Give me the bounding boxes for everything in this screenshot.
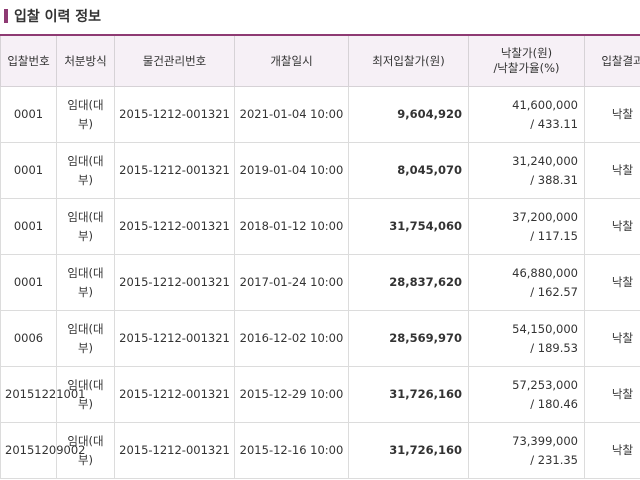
- cell-bid-no: 0001: [0, 198, 57, 255]
- header-min-price: 최저입찰가(원): [348, 34, 469, 87]
- header-disposal: 처분방식: [56, 34, 115, 87]
- cell-disposal: 임대(대부): [56, 142, 115, 199]
- table-row: 0001 임대(대부) 2015-1212-001321 2017-01-24 10:…: [0, 254, 640, 311]
- cell-disposal: 임대(대부): [56, 254, 115, 311]
- win-rate-value: / 189.53: [530, 340, 578, 355]
- table-row: 20151209002 임대(대부) 2015-1212-001321 2015-12…: [0, 422, 640, 479]
- cell-open-date: 2015-12-16 10:00: [234, 422, 349, 479]
- header-win-price-line2: /낙찰가율(%): [493, 61, 560, 75]
- cell-open-date: 2015-12-29 10:00: [234, 366, 349, 423]
- cell-item-no: 2015-1212-001321: [114, 422, 235, 479]
- cell-disposal: 임대(대부): [56, 366, 115, 423]
- win-rate-value: / 117.15: [530, 228, 578, 243]
- cell-min-price: 8,045,070: [348, 142, 469, 199]
- cell-open-date: 2021-01-04 10:00: [234, 86, 349, 143]
- header-win-price-line1: 낙찰가(원): [500, 46, 553, 60]
- cell-result: 낙찰: [584, 310, 640, 367]
- cell-disposal: 임대(대부): [56, 422, 115, 479]
- header-open-date: 개찰일시: [234, 34, 349, 87]
- header-bid-no: 입찰번호: [0, 34, 57, 87]
- cell-win-price: 54,150,000 / 189.53: [468, 310, 585, 367]
- cell-bid-no: 20151221001: [0, 366, 85, 423]
- win-rate-value: / 231.35: [530, 452, 578, 467]
- cell-min-price: 31,726,160: [348, 422, 469, 479]
- cell-open-date: 2017-01-24 10:00: [234, 254, 349, 311]
- header-win-price: 낙찰가(원) /낙찰가율(%): [468, 34, 585, 87]
- cell-open-date: 2018-01-12 10:00: [234, 198, 349, 255]
- header-result: 입찰결과: [584, 34, 640, 87]
- win-price-value: 41,600,000: [512, 97, 578, 112]
- section-title: 입찰 이력 정보: [14, 9, 102, 25]
- win-price-value: 31,240,000: [512, 153, 578, 168]
- cell-bid-no: 0001: [0, 142, 57, 199]
- cell-item-no: 2015-1212-001321: [114, 366, 235, 423]
- cell-min-price: 31,754,060: [348, 198, 469, 255]
- cell-disposal: 임대(대부): [56, 310, 115, 367]
- win-rate-value: / 388.31: [530, 172, 578, 187]
- bid-history-table-wrap: 입찰번호 처분방식 물건관리번호 개찰일시 최저입찰가(원) 낙찰가(원) /낙…: [0, 34, 640, 480]
- win-price-value: 37,200,000: [512, 209, 578, 224]
- cell-result: 낙찰: [584, 254, 640, 311]
- cell-bid-no: 0001: [0, 254, 57, 311]
- cell-win-price: 73,399,000 / 231.35: [468, 422, 585, 479]
- table-body: 0001 임대(대부) 2015-1212-001321 2021-01-04 10:…: [0, 86, 640, 479]
- cell-result: 낙찰: [584, 142, 640, 199]
- cell-win-price: 37,200,000 / 117.15: [468, 198, 585, 255]
- cell-win-price: 41,600,000 / 433.11: [468, 86, 585, 143]
- cell-open-date: 2019-01-04 10:00: [234, 142, 349, 199]
- cell-disposal: 임대(대부): [56, 198, 115, 255]
- cell-item-no: 2015-1212-001321: [114, 310, 235, 367]
- table-row: 0001 임대(대부) 2015-1212-001321 2021-01-04 10:…: [0, 86, 640, 143]
- table-row: 0006 임대(대부) 2015-1212-001321 2016-12-02 10:…: [0, 310, 640, 367]
- table-row: 0001 임대(대부) 2015-1212-001321 2019-01-04 10:…: [0, 142, 640, 199]
- cell-min-price: 9,604,920: [348, 86, 469, 143]
- cell-result: 낙찰: [584, 366, 640, 423]
- cell-min-price: 28,837,620: [348, 254, 469, 311]
- cell-result: 낙찰: [584, 422, 640, 479]
- win-rate-value: / 433.11: [530, 116, 578, 131]
- table-row: 0001 임대(대부) 2015-1212-001321 2018-01-12 10:…: [0, 198, 640, 255]
- win-price-value: 57,253,000: [512, 377, 578, 392]
- cell-win-price: 31,240,000 / 388.31: [468, 142, 585, 199]
- header-item-no: 물건관리번호: [114, 34, 235, 87]
- win-price-value: 46,880,000: [512, 265, 578, 280]
- cell-disposal: 임대(대부): [56, 86, 115, 143]
- cell-open-date: 2016-12-02 10:00: [234, 310, 349, 367]
- cell-result: 낙찰: [584, 198, 640, 255]
- table-row: 20151221001 임대(대부) 2015-1212-001321 2015-12…: [0, 366, 640, 423]
- title-marker-bar: [4, 9, 8, 23]
- win-rate-value: / 180.46: [530, 396, 578, 411]
- bid-history-table: 입찰번호 처분방식 물건관리번호 개찰일시 최저입찰가(원) 낙찰가(원) /낙…: [0, 34, 640, 479]
- cell-min-price: 31,726,160: [348, 366, 469, 423]
- cell-item-no: 2015-1212-001321: [114, 198, 235, 255]
- cell-item-no: 2015-1212-001321: [114, 86, 235, 143]
- section-header: 입찰 이력 정보: [4, 6, 101, 26]
- cell-min-price: 28,569,970: [348, 310, 469, 367]
- table-header-row: 입찰번호 처분방식 물건관리번호 개찰일시 최저입찰가(원) 낙찰가(원) /낙…: [0, 34, 640, 87]
- cell-bid-no: 0006: [0, 310, 57, 367]
- cell-bid-no: 20151209002: [0, 422, 85, 479]
- win-price-value: 54,150,000: [512, 321, 578, 336]
- cell-win-price: 46,880,000 / 162.57: [468, 254, 585, 311]
- win-rate-value: / 162.57: [530, 284, 578, 299]
- cell-result: 낙찰: [584, 86, 640, 143]
- cell-item-no: 2015-1212-001321: [114, 254, 235, 311]
- cell-bid-no: 0001: [0, 86, 57, 143]
- cell-item-no: 2015-1212-001321: [114, 142, 235, 199]
- win-price-value: 73,399,000: [512, 433, 578, 448]
- cell-win-price: 57,253,000 / 180.46: [468, 366, 585, 423]
